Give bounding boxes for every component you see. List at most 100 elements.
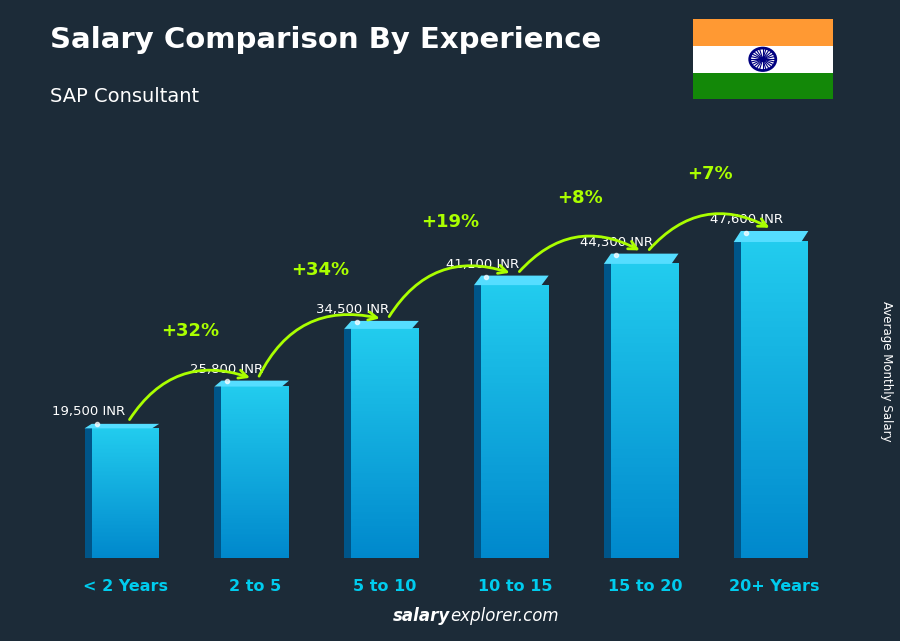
Bar xyxy=(611,528,679,531)
Bar xyxy=(351,551,418,553)
Bar xyxy=(611,501,679,505)
Bar xyxy=(92,480,159,481)
Bar xyxy=(351,333,418,336)
Bar xyxy=(741,547,808,551)
Bar xyxy=(611,401,679,405)
Bar xyxy=(482,456,549,460)
Bar xyxy=(221,467,289,469)
Bar xyxy=(221,392,289,394)
Bar xyxy=(351,447,418,450)
Bar xyxy=(92,522,159,524)
Bar xyxy=(611,516,679,519)
Bar xyxy=(482,290,549,294)
Bar xyxy=(482,443,549,446)
Bar xyxy=(741,362,808,365)
Bar xyxy=(221,525,289,527)
Bar xyxy=(741,494,808,497)
Bar xyxy=(611,319,679,322)
Bar xyxy=(92,429,159,431)
Bar xyxy=(611,392,679,396)
Bar xyxy=(351,390,418,393)
Bar xyxy=(351,424,418,428)
Bar xyxy=(351,548,418,551)
Bar xyxy=(92,487,159,488)
Bar xyxy=(351,436,418,438)
Bar xyxy=(351,395,418,397)
Polygon shape xyxy=(474,276,549,285)
Bar xyxy=(741,472,808,476)
Bar xyxy=(92,529,159,531)
Bar xyxy=(351,429,418,432)
Bar xyxy=(482,345,549,348)
Bar xyxy=(221,398,289,400)
Bar xyxy=(92,464,159,466)
Bar xyxy=(741,308,808,312)
Bar xyxy=(611,466,679,470)
Bar xyxy=(221,551,289,553)
Bar xyxy=(351,452,418,454)
Bar xyxy=(611,428,679,431)
Bar xyxy=(482,369,549,372)
Bar xyxy=(611,337,679,340)
Bar xyxy=(611,531,679,534)
Bar xyxy=(92,468,159,470)
Bar xyxy=(611,545,679,549)
Text: +19%: +19% xyxy=(421,213,479,231)
Bar xyxy=(221,492,289,494)
Bar xyxy=(741,257,808,261)
Bar xyxy=(482,437,549,440)
Text: 5 to 10: 5 to 10 xyxy=(354,579,417,594)
Text: 25,800 INR: 25,800 INR xyxy=(190,363,263,376)
Bar xyxy=(611,269,679,272)
Bar xyxy=(214,387,221,558)
Bar xyxy=(482,487,549,490)
Bar xyxy=(351,528,418,530)
Bar xyxy=(92,524,159,526)
Bar xyxy=(92,497,159,498)
Bar xyxy=(92,539,159,541)
Bar xyxy=(351,468,418,470)
Bar xyxy=(92,436,159,437)
Bar xyxy=(741,342,808,346)
Bar xyxy=(351,443,418,445)
Bar xyxy=(92,449,159,451)
Bar xyxy=(221,531,289,534)
Bar xyxy=(221,528,289,530)
Bar xyxy=(741,273,808,277)
Bar xyxy=(741,529,808,533)
Bar xyxy=(611,328,679,331)
Bar xyxy=(221,426,289,428)
Bar xyxy=(611,504,679,508)
Bar xyxy=(611,525,679,528)
Bar xyxy=(482,549,549,552)
Bar xyxy=(221,444,289,447)
Bar xyxy=(221,495,289,498)
Bar xyxy=(92,453,159,454)
Bar xyxy=(611,272,679,276)
Bar xyxy=(221,542,289,544)
Bar xyxy=(741,431,808,435)
Bar xyxy=(351,484,418,487)
Bar xyxy=(92,512,159,513)
Bar xyxy=(611,404,679,408)
Bar xyxy=(741,314,808,318)
Bar xyxy=(611,287,679,290)
Bar xyxy=(351,539,418,542)
Bar xyxy=(611,513,679,517)
Bar xyxy=(611,469,679,472)
Bar xyxy=(351,479,418,482)
Bar xyxy=(611,533,679,537)
Bar xyxy=(741,317,808,321)
Bar xyxy=(351,507,418,510)
Bar xyxy=(92,441,159,442)
Bar xyxy=(482,402,549,405)
Bar xyxy=(611,390,679,393)
Text: 20+ Years: 20+ Years xyxy=(729,579,820,594)
Bar xyxy=(611,299,679,302)
Bar xyxy=(741,329,808,333)
Bar xyxy=(482,363,549,367)
Bar xyxy=(741,349,808,353)
Bar xyxy=(482,554,549,558)
Bar xyxy=(92,528,159,529)
Bar xyxy=(482,454,549,457)
